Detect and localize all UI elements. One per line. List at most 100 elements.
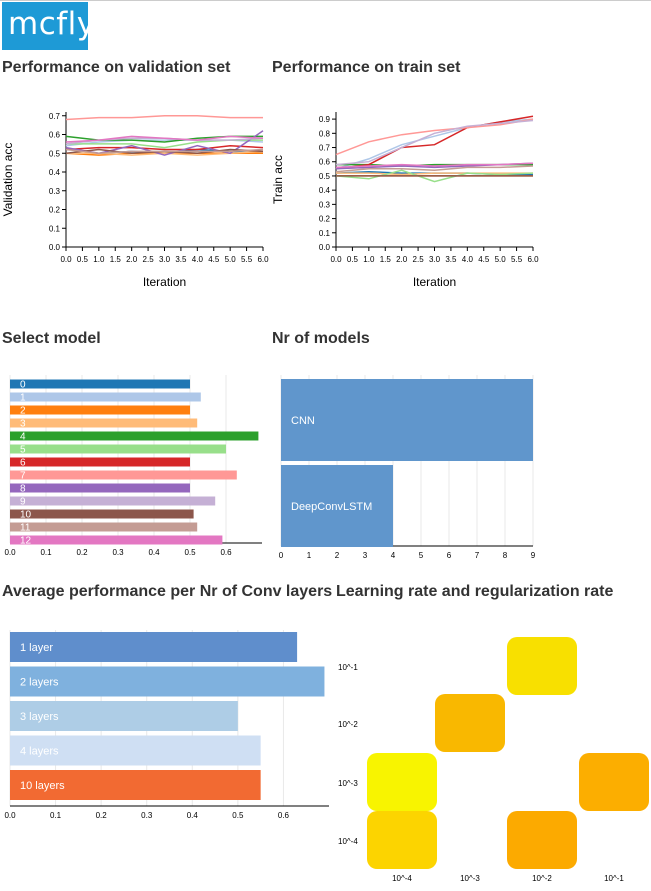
x-tick-label: 0.0	[4, 548, 16, 557]
series-line-11	[335, 165, 534, 173]
y-tick-label: 0.8	[319, 129, 331, 138]
logo-text: mcfly	[8, 6, 96, 42]
mcfly-logo: mcfly	[2, 2, 95, 50]
x-tick-label: 4.0	[462, 255, 474, 264]
series-line-12	[335, 162, 534, 169]
y-label: 10^-1	[338, 663, 358, 672]
x-tick-label: 0.6	[278, 811, 290, 820]
bar-1	[10, 392, 201, 402]
y-axis-title: Validation acc	[1, 143, 15, 217]
x-tick-label: 0	[279, 551, 284, 560]
bar-6	[10, 457, 190, 467]
series-line-11	[65, 148, 264, 155]
x-tick-label: 0.5	[347, 255, 359, 264]
x-tick-label: 0.1	[50, 811, 62, 820]
x-tick-label: 0.5	[184, 548, 196, 557]
x-tick-label: 2.5	[413, 255, 425, 264]
bar-label-12: 12	[20, 536, 32, 547]
x-axis-title: Iteration	[143, 275, 186, 289]
nr-models-heading: Nr of models	[272, 330, 370, 347]
bar-label-0: 0	[20, 380, 26, 391]
x-tick-label: 6.0	[257, 255, 269, 264]
bar-label-3: 4 layers	[20, 745, 59, 757]
x-label: 10^-1	[604, 874, 624, 883]
y-tick-label: 0.2	[49, 206, 61, 215]
x-tick-label: 1.5	[110, 255, 122, 264]
x-tick-label: 1.0	[363, 255, 375, 264]
x-tick-label: 1.5	[380, 255, 392, 264]
bar-7	[10, 470, 237, 480]
bar-label-5: 5	[20, 445, 26, 456]
avg-perf-bar-chart: 0.0 0.1 0.2 0.3 0.4 0.5 0.6 1 layer 2 layers 3 la…	[4, 630, 329, 820]
x-tick-label: 0.1	[40, 548, 52, 557]
x-label: 10^-3	[460, 874, 480, 883]
bar-10	[10, 509, 194, 519]
x-tick-label: 2.5	[143, 255, 155, 264]
x-tick-label: 5.0	[225, 255, 237, 264]
y-tick-label: 0.3	[319, 200, 331, 209]
x-tick-label: 0.0	[60, 255, 72, 264]
bar-4	[10, 770, 261, 800]
y-tick-label: 0.7	[319, 144, 331, 153]
bar-label-4: 4	[20, 432, 26, 443]
series-line-3	[336, 172, 533, 176]
bar-label-2: 3 layers	[20, 711, 59, 723]
series-line-5	[335, 169, 534, 183]
x-tick-label: 4.0	[192, 255, 204, 264]
bar-12	[10, 535, 223, 545]
y-tick-label: 0.9	[319, 115, 331, 124]
y-tick-label: 0.7	[49, 112, 61, 121]
bar-label-7: 7	[20, 471, 26, 482]
avg-perf-heading: Average performance per Nr of Conv layer…	[2, 583, 333, 600]
y-tick-label: 0.4	[319, 186, 331, 195]
y-tick-label: 0.4	[49, 168, 61, 177]
x-tick-label: 0.0	[4, 811, 16, 820]
y-tick-label: 0.1	[319, 229, 331, 238]
y-tick-label: 0.5	[319, 172, 331, 181]
series-line-9	[335, 119, 534, 166]
x-tick-label: 0.4	[187, 811, 199, 820]
series-line-6	[65, 144, 264, 151]
bar-label-1: 1	[20, 393, 26, 404]
series-line-6	[335, 115, 534, 170]
x-tick-label: 0.4	[148, 548, 160, 557]
select-model-heading: Select model	[2, 330, 101, 347]
x-tick-label: 0.6	[220, 548, 232, 557]
y-tick-label: 0.6	[319, 158, 331, 167]
bar-label-1: 2 layers	[20, 676, 59, 688]
bar-2	[10, 405, 190, 415]
x-tick-label: 8	[503, 551, 508, 560]
x-tick-label: 4.5	[208, 255, 220, 264]
bar-label-1: DeepConvLSTM	[291, 501, 372, 513]
x-tick-label: 5	[419, 551, 424, 560]
x-tick-label: 7	[475, 551, 480, 560]
x-tick-label: 9	[531, 551, 536, 560]
bar-label-2: 2	[20, 406, 26, 417]
x-label: 10^-4	[392, 874, 412, 883]
bar-3	[10, 735, 261, 766]
series-line-7	[65, 115, 263, 121]
y-tick-label: 0.3	[49, 187, 61, 196]
bar-8	[10, 483, 190, 493]
bar-5	[10, 444, 226, 454]
x-tick-label: 3.5	[445, 255, 457, 264]
x-tick-label: 2	[335, 551, 340, 560]
nr-models-bar-chart: 0 1 2 3 4 5 6 7 8 9 CNN DeepConvLSTM	[279, 375, 536, 560]
top-divider	[0, 0, 651, 1]
x-tick-label: 4	[391, 551, 396, 560]
bar-4	[10, 431, 259, 441]
lr-reg-heading: Learning rate and regularization rate	[336, 583, 614, 600]
x-tick-label: 0.5	[77, 255, 89, 264]
heat-cell-3	[579, 753, 649, 811]
x-tick-label: 5.5	[241, 255, 253, 264]
y-label: 10^-4	[338, 837, 358, 846]
x-tick-label: 6.0	[527, 255, 539, 264]
bar-label-6: 6	[20, 458, 26, 469]
bar-11	[10, 522, 198, 532]
x-tick-label: 6	[447, 551, 452, 560]
lr-reg-heatmap: 10^-1 10^-2 10^-3 10^-4 10^-4 10^-3 10^-2 10^-1	[338, 637, 649, 883]
y-tick-label: 0.2	[319, 215, 331, 224]
bar-label-9: 9	[20, 497, 26, 508]
x-tick-label: 0.3	[141, 811, 153, 820]
